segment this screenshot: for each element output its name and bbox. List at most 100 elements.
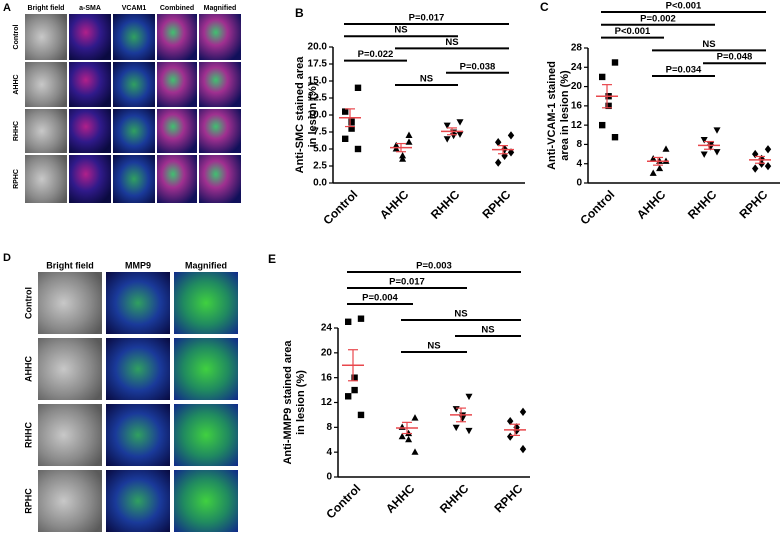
comparison-label: P=0.003 (416, 261, 452, 272)
y-tick-label: 20 (571, 81, 583, 92)
micrograph (25, 62, 67, 107)
micrograph (113, 109, 155, 153)
data-point (354, 145, 362, 153)
micrograph (174, 338, 238, 400)
x-tick-label: Control (577, 187, 617, 227)
data-point (345, 318, 352, 325)
data-point (342, 135, 349, 142)
data-point (354, 84, 362, 91)
micrograph (69, 62, 111, 107)
micrograph (25, 155, 67, 203)
row-label: AHHC (13, 74, 20, 94)
y-tick-label: 4 (576, 158, 582, 169)
x-tick-label: Control (323, 481, 363, 521)
y-tick-label: 20 (321, 347, 333, 358)
data-point (495, 138, 502, 147)
data-point (405, 131, 413, 138)
micrograph (106, 272, 170, 334)
micrograph (25, 109, 67, 153)
x-tick-label: RPHC (736, 187, 770, 221)
y-tick-label: 12 (571, 120, 583, 131)
data-point (752, 164, 759, 173)
column-header: Magnified (185, 260, 227, 270)
data-point (700, 151, 708, 158)
data-point (599, 121, 606, 129)
data-point (459, 415, 467, 422)
data-point (752, 149, 759, 159)
data-point (649, 169, 657, 176)
data-point (357, 411, 365, 419)
column-header: MMP9 (125, 260, 151, 270)
x-tick-label: RHHC (685, 187, 720, 222)
data-point (507, 416, 514, 426)
data-point (351, 386, 358, 394)
comparison-label: P=0.048 (717, 52, 753, 63)
micrograph (199, 14, 241, 60)
data-point (656, 164, 664, 172)
y-tick-label: 16 (571, 100, 583, 111)
micrograph (157, 14, 197, 60)
data-point (507, 131, 515, 140)
x-tick-label: RHHC (437, 481, 472, 516)
column-header: a-SMA (79, 5, 101, 12)
comparison-label: P=0.017 (389, 277, 425, 288)
comparison-label: P=0.022 (358, 49, 394, 60)
data-point (443, 136, 451, 143)
y-tick-label: 8 (576, 139, 582, 150)
data-point (411, 448, 419, 455)
row-label: RPHC (23, 488, 33, 514)
y-tick-label: 10.0 (308, 110, 328, 121)
y-axis-label: Anti-VCAM-1 stained (546, 61, 558, 170)
micrograph (106, 470, 170, 532)
data-point (599, 73, 606, 81)
data-point (456, 119, 464, 126)
micrograph (174, 404, 238, 466)
data-point (662, 145, 670, 152)
y-axis-label: area in lesion (%) (559, 70, 571, 161)
data-point (700, 137, 708, 144)
comparison-label: NS (427, 341, 440, 352)
data-point (713, 127, 721, 134)
data-point (342, 108, 349, 115)
micrograph (38, 272, 102, 334)
y-tick-label: 8 (326, 422, 332, 433)
micrograph (69, 14, 111, 60)
micrograph (25, 14, 67, 60)
comparison-label: NS (702, 39, 715, 50)
data-point (345, 393, 352, 400)
data-point (357, 315, 365, 322)
micrograph (113, 62, 155, 107)
data-point (411, 414, 419, 421)
column-header: Combined (160, 5, 194, 12)
data-point (405, 435, 413, 443)
data-point (405, 429, 413, 437)
y-tick-label: 24 (321, 323, 333, 334)
data-point (443, 122, 451, 130)
data-point (465, 393, 473, 401)
data-point (649, 155, 657, 162)
panel-letter: A (3, 2, 11, 14)
y-tick-label: 12 (321, 397, 333, 408)
data-point (348, 118, 355, 125)
micrograph (157, 155, 197, 203)
data-point (519, 444, 527, 454)
micrograph (38, 470, 102, 532)
y-axis-label: Anti-MMP9 stained area (282, 340, 294, 465)
data-point (399, 155, 407, 162)
comparison-label: P=0.038 (460, 61, 496, 72)
comparison-label: NS (420, 74, 433, 85)
column-header: Bright field (28, 5, 65, 12)
comparison-label: NS (394, 25, 407, 36)
x-tick-label: AHHC (634, 187, 669, 222)
y-tick-label: 4 (326, 447, 332, 458)
column-header: VCAM1 (122, 5, 147, 12)
micrograph (199, 62, 241, 107)
data-point (764, 145, 772, 154)
data-point (392, 141, 400, 149)
micrograph (38, 404, 102, 466)
micrograph (106, 404, 170, 466)
y-tick-label: 12.5 (308, 93, 328, 104)
y-tick-label: 17.5 (308, 59, 328, 70)
